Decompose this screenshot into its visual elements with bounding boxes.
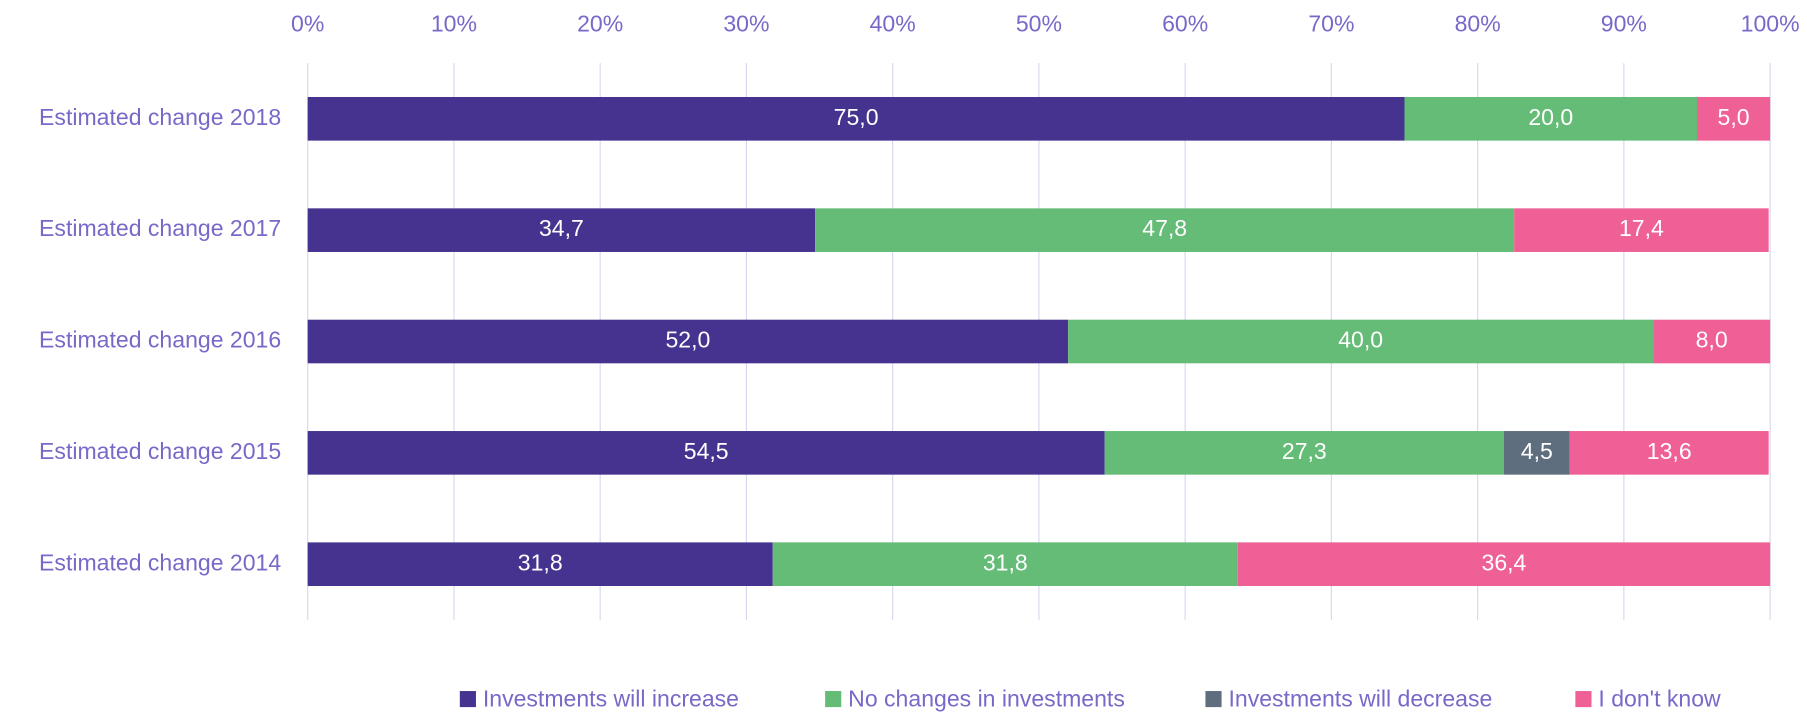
bar-segment bbox=[307, 431, 1105, 475]
legend-label: Investments will increase bbox=[483, 685, 739, 711]
bar-segment bbox=[307, 96, 1405, 141]
bar-segment bbox=[1404, 96, 1698, 141]
y-tick-label: Estimated change 2017 bbox=[39, 215, 281, 241]
y-tick-label: Estimated change 2014 bbox=[39, 549, 281, 575]
value-label: 52,0 bbox=[666, 327, 711, 353]
x-tick-label: 70% bbox=[1308, 10, 1354, 36]
legend-swatch bbox=[1575, 691, 1592, 708]
x-tick-label: 0% bbox=[291, 10, 324, 36]
value-label: 27,3 bbox=[1282, 438, 1327, 464]
x-tick-label: 40% bbox=[870, 10, 916, 36]
value-label: 5,0 bbox=[1718, 104, 1750, 130]
value-label: 4,5 bbox=[1521, 438, 1553, 464]
y-tick-label: Estimated change 2016 bbox=[39, 327, 281, 353]
value-label: 31,8 bbox=[518, 549, 563, 575]
bar-segment bbox=[1068, 319, 1654, 364]
value-label: 17,4 bbox=[1619, 215, 1664, 241]
y-tick-label: Estimated change 2015 bbox=[39, 438, 281, 464]
x-tick-label: 80% bbox=[1455, 10, 1501, 36]
value-label: 8,0 bbox=[1696, 327, 1728, 353]
legend-label: I don't know bbox=[1598, 685, 1721, 711]
x-tick-label: 100% bbox=[1741, 10, 1800, 36]
value-label: 20,0 bbox=[1528, 104, 1573, 130]
value-label: 47,8 bbox=[1142, 215, 1187, 241]
legend-swatch bbox=[825, 691, 842, 708]
bar-segment bbox=[307, 319, 1069, 364]
x-tick-label: 30% bbox=[723, 10, 769, 36]
legend-label: No changes in investments bbox=[848, 685, 1125, 711]
bar-segment bbox=[1514, 208, 1769, 252]
bar-segment bbox=[1104, 431, 1504, 475]
bar-segment bbox=[307, 542, 773, 587]
value-label: 13,6 bbox=[1647, 438, 1692, 464]
bar-segment bbox=[772, 542, 1238, 587]
bar-segment bbox=[1503, 431, 1570, 475]
bar-segment bbox=[307, 208, 816, 252]
x-tick-label: 20% bbox=[577, 10, 623, 36]
value-label: 34,7 bbox=[539, 215, 584, 241]
legend-swatch bbox=[459, 691, 476, 708]
value-label: 40,0 bbox=[1338, 327, 1383, 353]
x-tick-label: 90% bbox=[1601, 10, 1647, 36]
x-tick-label: 60% bbox=[1162, 10, 1208, 36]
bar-segment bbox=[815, 208, 1515, 252]
y-tick-label: Estimated change 2018 bbox=[39, 104, 281, 130]
legend-label: Investments will decrease bbox=[1228, 685, 1492, 711]
x-tick-label: 50% bbox=[1016, 10, 1062, 36]
bar-segment bbox=[1653, 319, 1771, 364]
value-label: 75,0 bbox=[834, 104, 879, 130]
value-label: 31,8 bbox=[983, 549, 1028, 575]
bar-segment bbox=[1569, 431, 1769, 475]
legend-swatch bbox=[1205, 691, 1222, 708]
value-label: 36,4 bbox=[1482, 549, 1527, 575]
bar-segment bbox=[1697, 96, 1771, 141]
x-tick-label: 10% bbox=[431, 10, 477, 36]
bar-segment bbox=[1237, 542, 1771, 587]
value-label: 54,5 bbox=[684, 438, 729, 464]
